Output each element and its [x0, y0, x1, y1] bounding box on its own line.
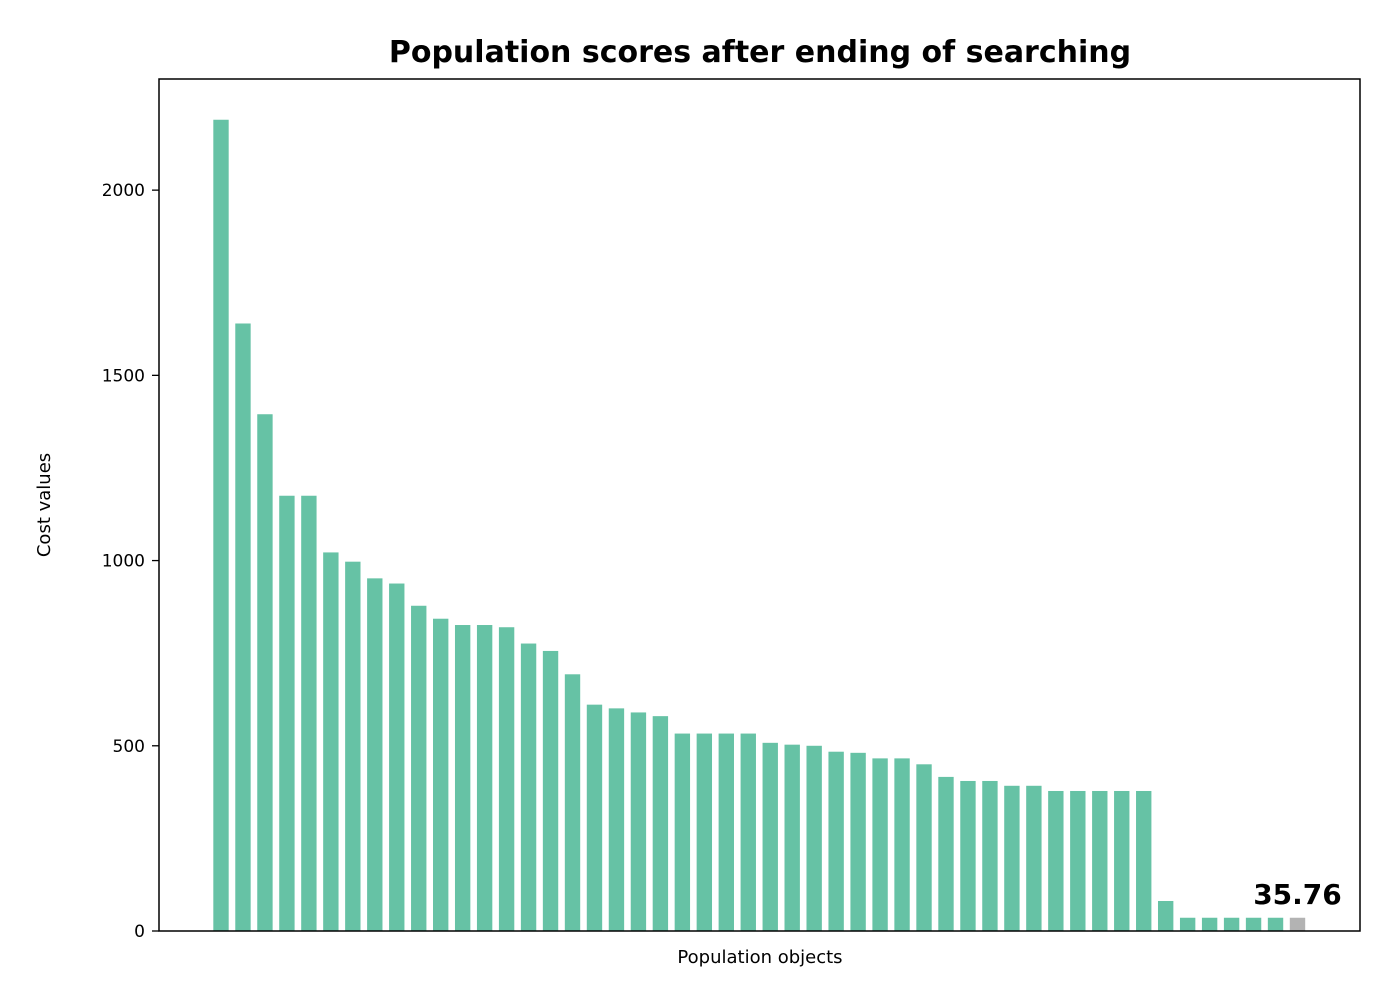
bar: [564, 674, 581, 931]
bar: [982, 780, 998, 931]
bar: [1136, 790, 1152, 931]
best-value-annotation: 35.76: [1253, 878, 1342, 911]
bar: [828, 751, 844, 931]
bar: [476, 625, 493, 931]
y-axis-label: Cost values: [34, 453, 55, 557]
bar: [1114, 790, 1130, 931]
bar: [608, 708, 625, 931]
bar: [762, 742, 778, 931]
bar: [1026, 785, 1042, 931]
plot-frame: [158, 78, 1361, 932]
bar: [301, 495, 317, 931]
bar: [542, 650, 559, 931]
bar: [367, 578, 383, 931]
bar: [894, 758, 910, 931]
y-tick-label: 1000: [102, 552, 145, 572]
bar: [520, 643, 537, 931]
bar: [1245, 917, 1262, 931]
bar: [213, 119, 229, 931]
bar: [257, 414, 273, 931]
bar: [696, 733, 713, 931]
y-tick-label: 500: [113, 737, 145, 757]
bar: [740, 733, 756, 931]
bar: [1201, 917, 1218, 931]
bar: [938, 776, 954, 931]
bar: [916, 764, 932, 931]
bar: [806, 745, 822, 931]
bar: [1004, 785, 1020, 931]
bar: [411, 605, 427, 931]
x-axis-label: Population objects: [677, 947, 842, 968]
bar: [718, 733, 734, 931]
bar: [1267, 917, 1284, 931]
bar: [279, 495, 295, 931]
bar: [850, 752, 866, 931]
bar: [433, 618, 449, 931]
bar: [1223, 917, 1240, 931]
bar: [784, 744, 800, 931]
bar: [630, 712, 647, 931]
bar: [389, 583, 405, 931]
bar: [1289, 917, 1306, 931]
y-tick-label: 0: [134, 922, 145, 942]
bar: [454, 625, 471, 931]
bar: [652, 716, 669, 931]
chart-title: Population scores after ending of search…: [389, 35, 1131, 70]
y-tick-label: 1500: [102, 366, 145, 386]
bar: [872, 758, 888, 931]
bar: [586, 704, 603, 931]
bar: [345, 561, 361, 931]
bar: [498, 627, 515, 931]
bars-group: [213, 119, 1306, 931]
bar: [323, 552, 339, 931]
y-tick-label: 2000: [102, 181, 145, 201]
bar: [960, 780, 976, 931]
bar: [1157, 900, 1174, 931]
y-axis-ticks: 0 500 1000 1500 2000: [102, 181, 159, 942]
bar: [1070, 790, 1086, 931]
bar: [674, 733, 691, 931]
bar: [1092, 790, 1108, 931]
bar: [235, 323, 251, 931]
bar: [1179, 917, 1196, 931]
bar: [1048, 790, 1064, 931]
